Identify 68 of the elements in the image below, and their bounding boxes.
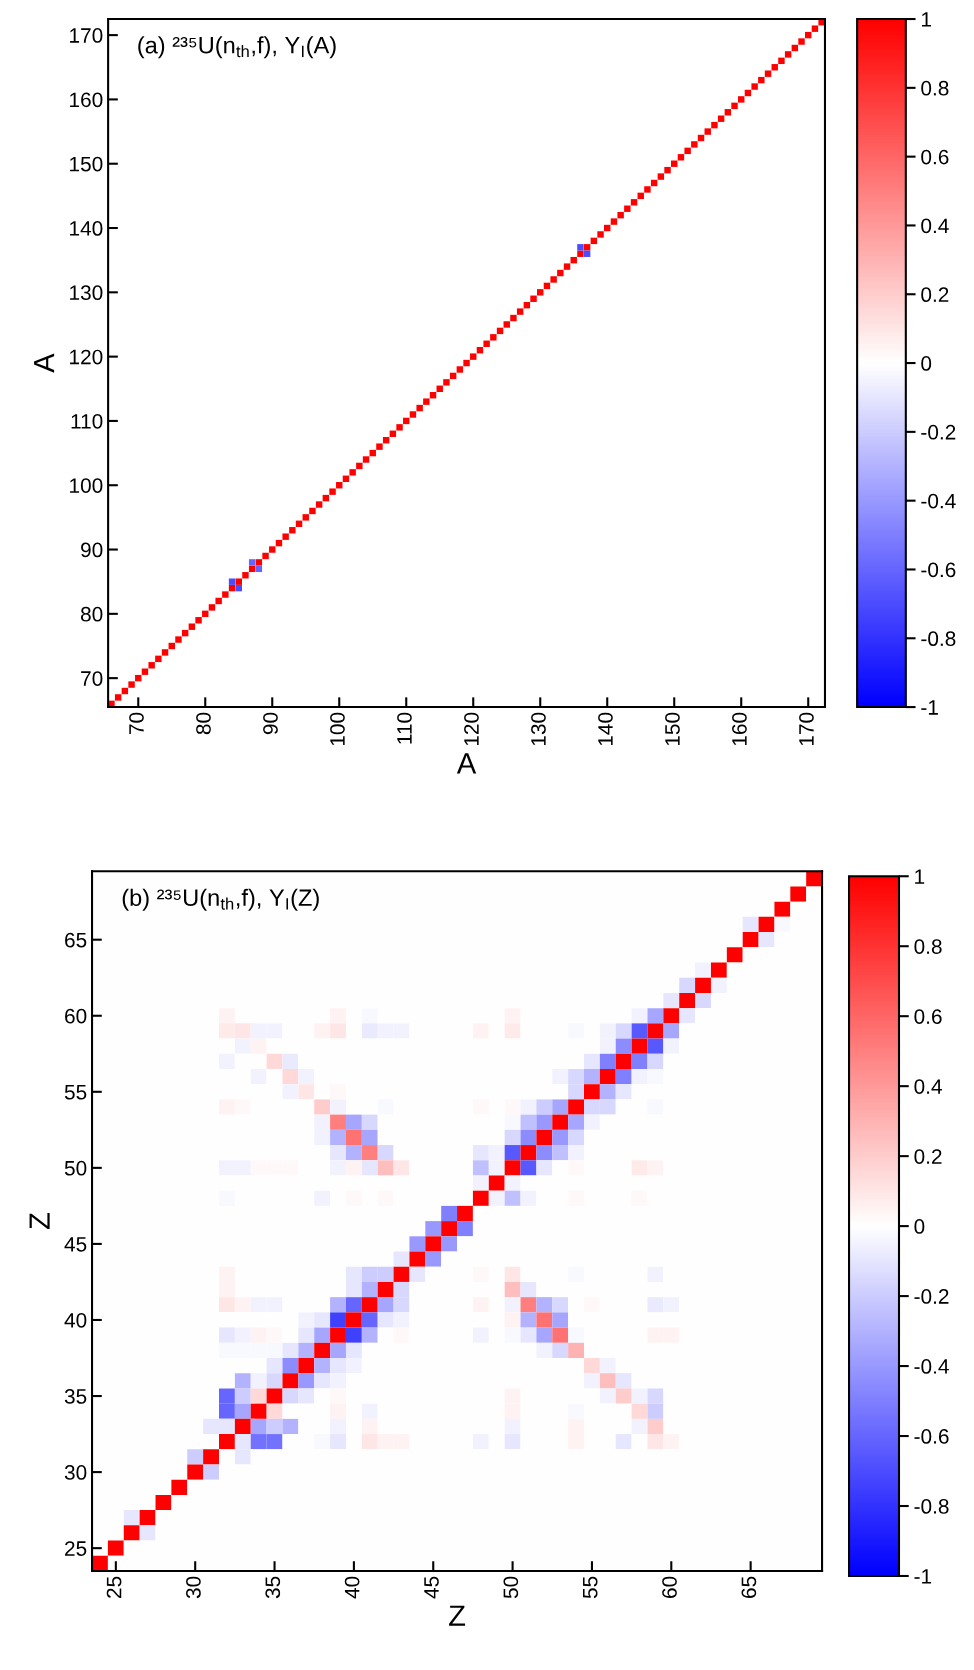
y-tick-label: 30 xyxy=(64,1465,87,1480)
x-tick-label: 170 xyxy=(799,712,814,746)
x-tick-label: 60 xyxy=(662,1576,677,1598)
y-tick-label: 150 xyxy=(70,156,103,172)
x-tick-label: 150 xyxy=(665,712,680,746)
y-tick-label: 120 xyxy=(70,349,103,365)
y-tick-label: 50 xyxy=(64,1160,87,1176)
x-tick-label: 80 xyxy=(196,712,211,735)
x-tick-label: 140 xyxy=(598,712,613,746)
color-bar-label: 0.2 xyxy=(914,1149,942,1164)
x-tick-label: 55 xyxy=(583,1576,598,1599)
y-tick-label: 40 xyxy=(64,1312,87,1328)
color-bar-label: 0.8 xyxy=(921,80,949,96)
color-bar-label: 0.8 xyxy=(914,939,942,954)
y-tick-label: 160 xyxy=(70,92,103,108)
x-tick-label: 160 xyxy=(732,712,747,746)
x-tick-label: 120 xyxy=(464,712,479,746)
y-axis-title: A xyxy=(34,353,55,373)
color-bar-label: -0.4 xyxy=(914,1359,949,1374)
color-bar-label: -0.6 xyxy=(921,562,956,578)
color-bar-label: -0.8 xyxy=(914,1499,949,1514)
y-tick-label: 60 xyxy=(65,1008,87,1024)
x-tick-label: 130 xyxy=(531,712,546,746)
y-tick-label: 45 xyxy=(64,1237,87,1252)
color-bar-label: -0.2 xyxy=(914,1289,949,1304)
y-tick-label: 70 xyxy=(81,671,103,686)
y-tick-label: 35 xyxy=(64,1389,87,1404)
color-bar-label: 0.6 xyxy=(914,1009,942,1024)
color-bar-label: 0 xyxy=(921,356,932,371)
text: (b) ²³⁵U(n$_{th}$,f), Y$_{I}$(Z) xyxy=(122,888,319,911)
x-axis-title: Z xyxy=(449,1605,466,1626)
color-bar-label: 1 xyxy=(915,869,925,884)
x-tick-label: 70 xyxy=(129,712,144,735)
color-bar-label: -0.8 xyxy=(921,631,956,647)
y-tick-label: 80 xyxy=(80,606,103,622)
color-bar-label: 0.6 xyxy=(921,149,949,165)
color-bar-label: -1 xyxy=(921,700,938,715)
x-tick-label: 90 xyxy=(263,712,278,735)
x-tick-label: 65 xyxy=(741,1576,757,1598)
y-tick-label: 140 xyxy=(70,221,103,236)
y-tick-label: 65 xyxy=(65,932,87,948)
x-axis-title: A xyxy=(456,753,477,774)
color-bar-label: -1 xyxy=(914,1569,932,1584)
x-tick-label: 30 xyxy=(186,1576,201,1599)
x-tick-label: 110 xyxy=(397,712,412,744)
y-tick-label: 25 xyxy=(65,1541,87,1556)
y-tick-label: 100 xyxy=(70,478,103,493)
y-tick-label: 130 xyxy=(70,285,103,301)
color-bar-label: 0 xyxy=(914,1219,925,1234)
color-bar-label: 0.4 xyxy=(921,218,949,234)
text: (a) ²³⁵U(n$_{th}$,f), Y$_{I}$(A) xyxy=(138,36,336,59)
x-tick-label: 45 xyxy=(424,1576,439,1599)
color-bar-label: 1 xyxy=(921,12,931,27)
y-axis-title: Z xyxy=(29,1213,50,1230)
color-bar-label: -0.6 xyxy=(914,1429,949,1444)
color-bar-label: -0.2 xyxy=(921,424,956,440)
x-tick-label: 50 xyxy=(503,1576,519,1599)
y-tick-label: 90 xyxy=(81,542,103,558)
color-bar-label: 0.4 xyxy=(914,1079,942,1094)
x-tick-label: 25 xyxy=(106,1576,122,1598)
color-bar-label: -0.4 xyxy=(921,493,956,509)
x-tick-label: 40 xyxy=(344,1576,360,1599)
color-bar-label: 0.2 xyxy=(921,287,949,303)
y-tick-label: 55 xyxy=(64,1085,87,1100)
x-tick-label: 35 xyxy=(265,1576,281,1599)
y-tick-label: 170 xyxy=(70,28,103,43)
x-tick-label: 100 xyxy=(330,712,345,746)
y-tick-label: 110 xyxy=(71,413,103,429)
